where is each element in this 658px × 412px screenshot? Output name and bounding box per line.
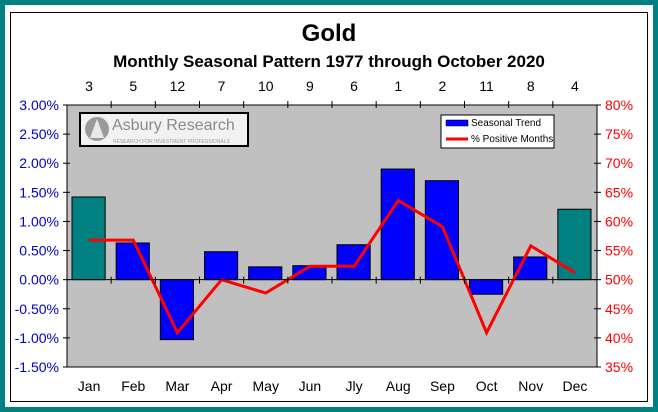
bar-oct xyxy=(469,279,504,295)
logo: Asbury Research RESEARCH FOR INVESTMENT … xyxy=(79,112,249,147)
right-tick-label: 35% xyxy=(605,359,633,375)
left-tick-label: 2.50% xyxy=(19,126,59,142)
right-tick-label: 60% xyxy=(605,213,633,229)
rank-label: 4 xyxy=(571,78,579,94)
x-tick-label: Apr xyxy=(211,378,233,394)
x-tick-label: Feb xyxy=(121,378,145,394)
right-tick-label: 80% xyxy=(605,97,633,113)
positive-months-line xyxy=(89,198,576,337)
legend-label-trend: Seasonal Trend xyxy=(471,118,541,129)
left-tick-label: 3.00% xyxy=(19,97,59,113)
rank-label: 3 xyxy=(85,78,93,94)
left-tick-label: 0.00% xyxy=(19,272,59,288)
rank-label: 2 xyxy=(439,78,447,94)
x-tick-label: Dec xyxy=(562,378,587,394)
left-tick-label: 1.50% xyxy=(19,184,59,200)
x-tick-label: Oct xyxy=(476,378,498,394)
right-tick-label: 45% xyxy=(605,301,633,317)
x-tick-label: Aug xyxy=(386,378,411,394)
bar-jan xyxy=(71,196,106,281)
left-tick-label: -0.50% xyxy=(15,301,59,317)
x-tick-label: May xyxy=(253,378,279,394)
rank-label: 7 xyxy=(218,78,226,94)
legend-label-positive: % Positive Months xyxy=(471,134,553,145)
left-tick-label: 0.50% xyxy=(19,243,59,259)
legend-swatch-bar xyxy=(445,119,469,127)
x-tick-label: Nov xyxy=(518,378,543,394)
x-tick-label: Jan xyxy=(78,378,101,394)
legend: Seasonal Trend % Positive Months xyxy=(440,114,555,149)
chart-border xyxy=(10,12,648,402)
x-tick-label: Sep xyxy=(430,378,455,394)
logo-tagline: RESEARCH FOR INVESTMENT PROFESSIONALS xyxy=(113,139,231,145)
right-tick-label: 75% xyxy=(605,126,633,142)
x-tick-label: Jun xyxy=(299,378,322,394)
rank-label: 11 xyxy=(479,78,494,94)
left-tick-label: -1.00% xyxy=(15,330,59,346)
left-tick-label: -1.50% xyxy=(15,359,59,375)
x-tick-label: Jly xyxy=(346,378,363,394)
right-tick-label: 55% xyxy=(605,243,633,259)
rank-label: 9 xyxy=(306,78,314,94)
rank-label: 8 xyxy=(527,78,535,94)
rank-label: 1 xyxy=(394,78,402,94)
right-tick-label: 40% xyxy=(605,330,633,346)
bar-may xyxy=(248,266,283,281)
plot-area xyxy=(66,104,598,368)
bar-aug xyxy=(380,168,415,281)
chart-title: Gold xyxy=(301,20,357,47)
right-tick-label: 65% xyxy=(605,184,633,200)
rank-label: 10 xyxy=(258,78,274,94)
bar-dec xyxy=(557,208,592,281)
right-tick-label: 50% xyxy=(605,272,633,288)
rank-label: 12 xyxy=(170,78,186,94)
bar-apr xyxy=(204,251,239,281)
bar-sep xyxy=(424,180,460,281)
right-tick-label: 70% xyxy=(605,155,633,171)
logo-text: Asbury Research xyxy=(112,117,235,134)
rank-label: 6 xyxy=(350,78,358,94)
rank-label: 5 xyxy=(129,78,137,94)
chart-subtitle: Monthly Seasonal Pattern 1977 through Oc… xyxy=(113,52,545,71)
x-tick-label: Mar xyxy=(165,378,189,394)
left-tick-label: 1.00% xyxy=(19,213,59,229)
left-tick-label: 2.00% xyxy=(19,155,59,171)
